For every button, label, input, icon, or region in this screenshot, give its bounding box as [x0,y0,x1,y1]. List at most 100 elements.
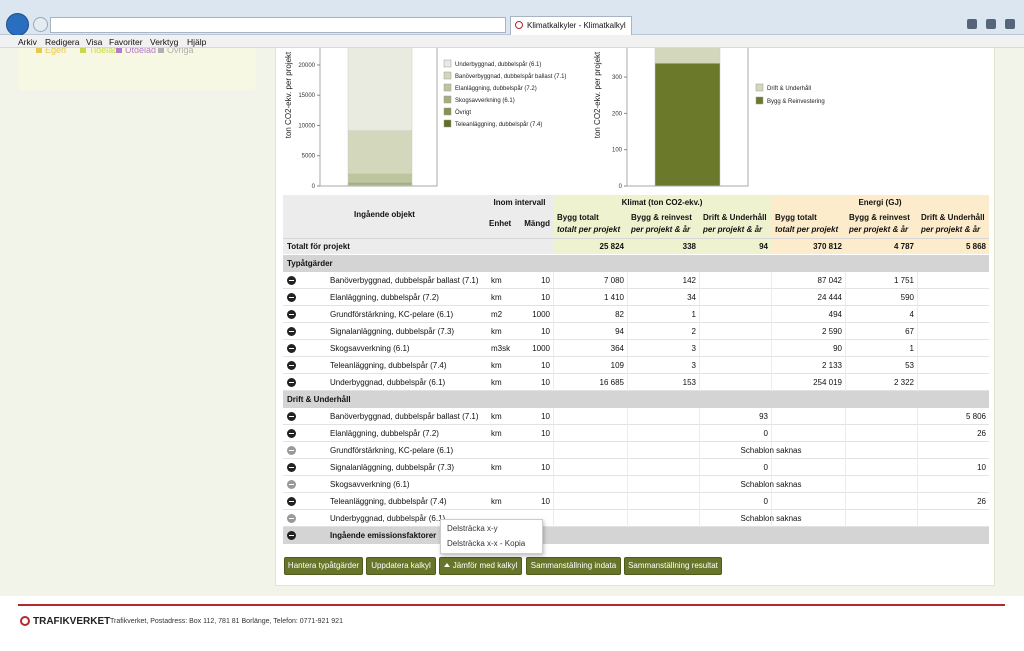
row-value: 364 [610,344,624,353]
plot-frame [319,48,438,187]
expand-icon[interactable] [287,327,296,336]
expand-icon[interactable] [287,429,296,438]
dropdown-item[interactable]: Delsträcka x-x - Kopia [447,539,526,548]
toolbar-icon[interactable] [1005,19,1015,29]
button-label[interactable]: Uppdatera kalkyl [371,561,431,570]
row-qty: 1000 [532,344,550,353]
row-name: Signalanläggning, dubbelspår (7.3) [330,327,455,336]
expand-icon[interactable] [287,276,296,285]
legend-label: Teleanläggning, dubbelspår (7.4) [455,121,542,128]
col-line [917,272,918,289]
th: Drift & Underhåll [921,213,985,222]
dropdown-item[interactable]: Delsträcka x-y [447,524,498,533]
row-qty: 10 [541,327,550,336]
button[interactable]: Sammanställning resultat [624,557,722,575]
col-line [771,306,772,323]
legend-label: Underbyggnad, dubbelspår (6.1) [455,61,541,68]
col-line [699,459,700,476]
plot [654,48,721,186]
expand-icon[interactable] [287,531,296,540]
legend-swatch [443,95,452,104]
col-line [553,408,554,425]
menu-item[interactable]: Hjälp [187,37,207,47]
row-name: Elanläggning, dubbelspår (7.2) [330,429,439,438]
col-line [627,374,628,391]
button-label[interactable]: Sammanställning indata [530,561,617,570]
footer-brand: TRAFIKVERKET [33,616,111,627]
address-bar[interactable] [50,17,506,33]
col-line [771,323,772,340]
expand-icon[interactable] [287,378,296,387]
row-name: Underbyggnad, dubbelspår (6.1) [330,378,446,387]
expand-icon[interactable] [287,412,296,421]
button-label[interactable]: Jämför med kalkyl [452,561,518,570]
row-name: Grundförstärkning, KC-pelare (6.1) [330,310,454,319]
legend-dot [80,47,86,53]
bar-segment [654,63,721,186]
button[interactable]: Sammanställning indata [526,557,621,575]
th: Bygg & reinvest [849,213,910,222]
toolbar-icon[interactable] [986,19,996,29]
col-line [771,442,772,459]
bar-segment [654,48,721,64]
col-line [771,374,772,391]
expand-icon[interactable] [287,497,296,506]
col-line [917,357,918,374]
button-label[interactable]: Sammanställning resultat [628,561,718,570]
tab-title: Klimatkalkyler - Klimatkalkyl [527,21,626,30]
menu-item[interactable]: Redigera [45,37,80,47]
row-value: 494 [828,310,842,319]
th: Bygg & reinvest [631,213,692,222]
row-unit: km [491,327,502,336]
expand-icon[interactable] [287,361,296,370]
col-line [917,425,918,442]
section-title: Ingående emissionsfaktorer [330,531,437,540]
menu-item[interactable]: Favoriter [109,37,143,47]
row-unit: km [491,276,502,285]
button[interactable]: Jämför med kalkyl [439,557,522,575]
button[interactable]: Uppdatera kalkyl [366,557,436,575]
expand-icon[interactable] [287,514,296,523]
expand-icon[interactable] [287,344,296,353]
bar-segment [347,181,413,185]
col-line [699,493,700,510]
back-button[interactable] [6,13,29,36]
col-line [845,459,846,476]
legend-label: Elanläggning, dubbelspår (7.2) [455,85,537,92]
y-tick-label: 0 [619,184,623,190]
legend-swatch [443,59,452,68]
col-line [917,306,918,323]
expand-icon[interactable] [287,446,296,455]
y-tick-label: 100 [612,148,623,154]
button[interactable]: Hantera typåtgärder [284,557,363,575]
expand-icon[interactable] [287,310,296,319]
forward-button[interactable] [33,17,48,32]
col-line [699,374,700,391]
th-sub: per projekt & år [849,225,909,234]
col-line [553,340,554,357]
row-value: 7 080 [603,276,624,285]
col-line [553,272,554,289]
row-line [283,526,989,527]
menu-item[interactable]: Verktyg [150,37,179,47]
section-title: Typåtgärder [287,259,333,268]
menu-item[interactable]: Visa [86,37,103,47]
total-value: 4 787 [893,242,914,251]
menu-item[interactable]: Arkiv [18,37,37,47]
expand-icon[interactable] [287,480,296,489]
section-bg [283,255,989,272]
button-label[interactable]: Hantera typåtgärder [287,561,360,570]
col-line [627,408,628,425]
col-line [917,323,918,340]
row-qty: 1000 [532,310,550,319]
toolbar-icon[interactable] [967,19,977,29]
col-line [845,476,846,493]
expand-icon[interactable] [287,463,296,472]
expand-icon[interactable] [287,293,296,302]
tab-icon [515,21,523,29]
tab[interactable] [510,16,632,36]
row-qty: 10 [541,276,550,285]
col-line [917,340,918,357]
th: Bygg totalt [557,213,599,222]
plot-frame [626,48,749,187]
